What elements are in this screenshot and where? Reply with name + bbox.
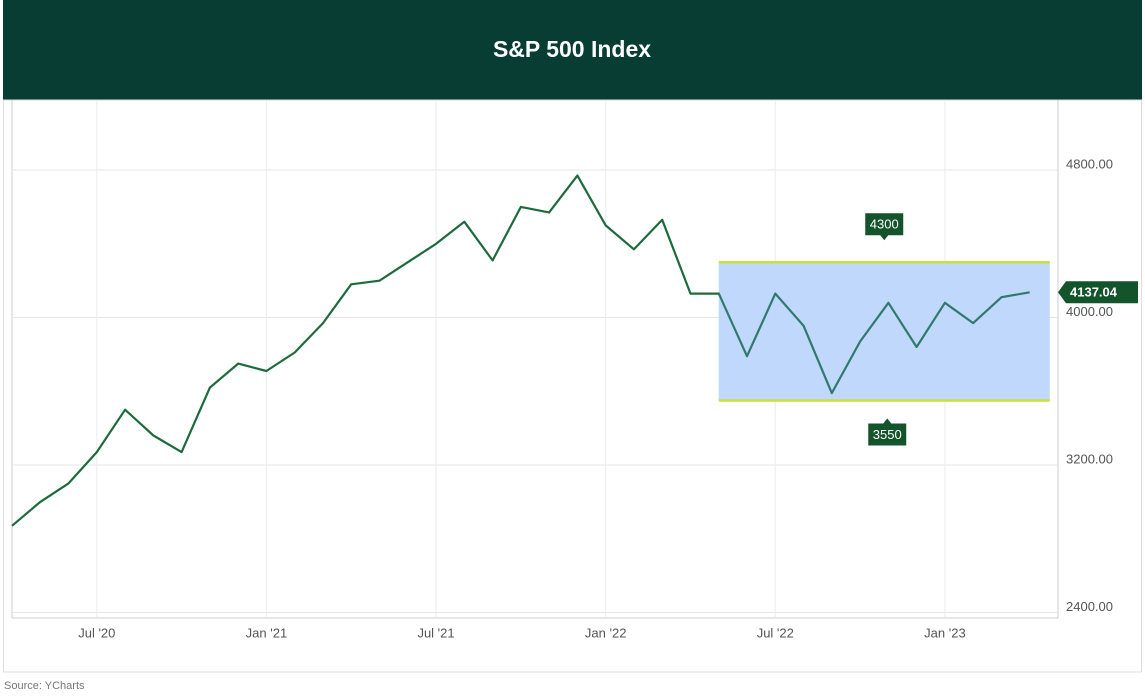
band-label: 3550 [868, 418, 907, 446]
panel-border [3, 99, 1142, 673]
x-tick-label: Jul '20 [78, 625, 115, 640]
band-label-box [868, 418, 907, 446]
band-label-text: 4300 [870, 217, 899, 232]
last-value-tag [1058, 281, 1138, 304]
chart-title: S&P 500 Index [493, 36, 651, 62]
last-value-label: 4137.04 [1070, 285, 1118, 300]
y-tick-label: 4800.00 [1066, 156, 1113, 171]
band-label-text: 3550 [873, 427, 902, 442]
x-tick-label: Jul '22 [757, 625, 794, 640]
x-tick-label: Jan '23 [924, 625, 966, 640]
x-tick-label: Jan '21 [246, 625, 288, 640]
y-tick-label: 4000.00 [1066, 304, 1113, 319]
range-band [718, 262, 1050, 401]
x-tick-label: Jan '22 [585, 625, 627, 640]
price-line [11, 174, 1030, 527]
band-label: 4300 [865, 213, 904, 241]
header [3, 0, 1142, 100]
y-tick-label: 3200.00 [1066, 451, 1113, 466]
band-label-box [865, 213, 904, 241]
y-tick-label: 2400.00 [1066, 599, 1113, 614]
source: Source: YCharts [4, 680, 85, 692]
x-tick-label: Jul '21 [417, 625, 454, 640]
